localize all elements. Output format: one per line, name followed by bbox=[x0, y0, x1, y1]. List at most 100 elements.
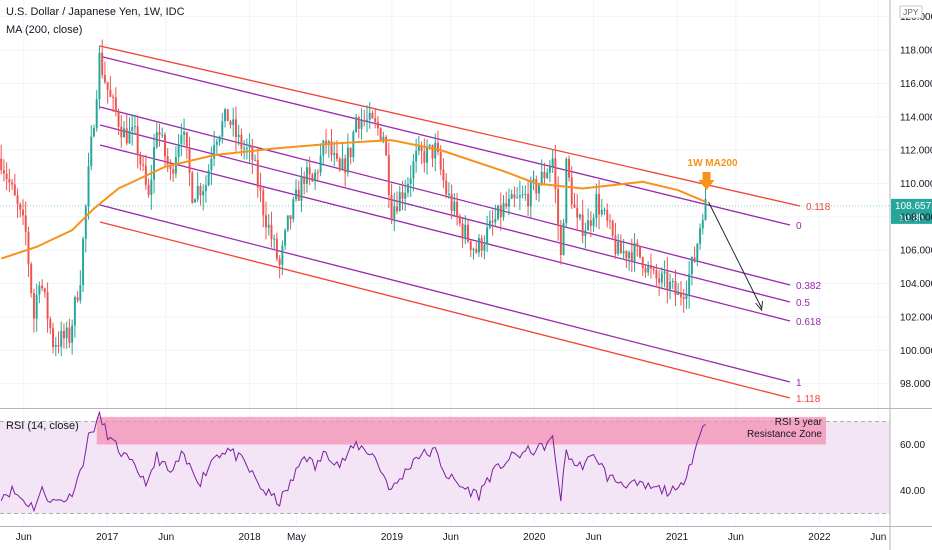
candle-body bbox=[366, 119, 368, 121]
candle-body bbox=[584, 230, 587, 236]
rsi-zone-label-line1: RSI 5 year bbox=[775, 417, 823, 428]
candle-body bbox=[371, 112, 374, 119]
candle-body bbox=[456, 201, 459, 217]
candle-body bbox=[330, 141, 333, 156]
candle-body bbox=[679, 292, 682, 298]
candle-body bbox=[576, 207, 579, 218]
candle-body bbox=[696, 243, 699, 262]
rsi-resistance-zone bbox=[96, 416, 827, 445]
candle-body bbox=[41, 285, 44, 289]
candle-body bbox=[139, 155, 142, 165]
candle-body bbox=[338, 158, 341, 171]
candle-body bbox=[333, 153, 336, 156]
candle-body bbox=[215, 141, 218, 145]
candle-body bbox=[497, 205, 500, 220]
candle-body bbox=[540, 171, 543, 186]
candle-body bbox=[704, 198, 707, 220]
candle-body bbox=[68, 327, 71, 343]
candle-body bbox=[335, 153, 338, 159]
candle-body bbox=[60, 330, 63, 347]
candle-body bbox=[103, 74, 106, 83]
candle-body bbox=[177, 143, 180, 158]
legend-title: U.S. Dollar / Japanese Yen, 1W, IDC bbox=[6, 6, 185, 18]
last-price-badge bbox=[891, 198, 932, 224]
candle-body bbox=[516, 197, 519, 199]
ma200-annotation-label: 1W MA200 bbox=[688, 158, 738, 169]
candle-body bbox=[117, 111, 120, 127]
candle-body bbox=[286, 215, 289, 231]
time-tick-label: May bbox=[287, 532, 306, 543]
candle-body bbox=[349, 147, 352, 158]
candle-body bbox=[502, 203, 505, 218]
ma200-line bbox=[0, 139, 706, 260]
candle-body bbox=[199, 186, 202, 196]
candle-body bbox=[546, 172, 549, 179]
candle-body bbox=[699, 228, 702, 244]
candle-body bbox=[701, 219, 704, 229]
candle-body bbox=[513, 194, 516, 199]
candle-body bbox=[150, 179, 153, 195]
candle-body bbox=[273, 238, 276, 240]
candle-body bbox=[109, 89, 112, 97]
candle-body bbox=[587, 220, 590, 231]
candle-body bbox=[163, 134, 166, 157]
candle-body bbox=[655, 270, 658, 279]
candle-body bbox=[355, 117, 358, 133]
candle-body bbox=[690, 257, 693, 275]
time-tick-label: 2021 bbox=[666, 532, 689, 543]
candle-body bbox=[382, 136, 385, 141]
candle-body bbox=[491, 220, 494, 223]
price-tick-label: 108.000 bbox=[900, 212, 932, 223]
channel-level-label: 0.618 bbox=[796, 317, 821, 328]
channel-line bbox=[99, 106, 791, 286]
candle-body bbox=[357, 117, 360, 129]
candle-body bbox=[628, 252, 631, 259]
candle-body bbox=[142, 164, 145, 166]
candle-body bbox=[256, 159, 259, 188]
candle-body bbox=[27, 231, 30, 265]
candle-body bbox=[663, 271, 666, 274]
candle-body bbox=[524, 193, 527, 195]
candle-body bbox=[297, 189, 300, 201]
candle-body bbox=[327, 141, 330, 144]
candle-body bbox=[101, 52, 104, 75]
candle-body bbox=[265, 215, 267, 228]
candle-body bbox=[13, 184, 16, 196]
price-tick-label: 118.000 bbox=[900, 46, 932, 57]
candle-body bbox=[494, 219, 497, 223]
candle-body bbox=[398, 192, 401, 212]
price-tick-label: 98.000 bbox=[900, 379, 931, 390]
candle-body bbox=[281, 245, 284, 265]
candle-body bbox=[521, 194, 524, 196]
candle-body bbox=[289, 215, 292, 220]
candle-body bbox=[62, 330, 65, 339]
candle-body bbox=[218, 136, 221, 142]
candle-body bbox=[488, 220, 491, 228]
candle-body bbox=[196, 186, 199, 200]
candle-body bbox=[565, 158, 568, 224]
candle-body bbox=[453, 201, 456, 211]
candle-body bbox=[379, 128, 382, 141]
candle-body bbox=[578, 214, 581, 218]
time-tick-label: 2020 bbox=[523, 532, 546, 543]
time-tick-label: 2017 bbox=[96, 532, 119, 543]
candle-body bbox=[458, 216, 461, 224]
candle-body bbox=[614, 235, 617, 254]
candle-body bbox=[464, 224, 467, 239]
price-tick-label: 114.000 bbox=[900, 112, 932, 123]
candle-body bbox=[570, 177, 573, 205]
candle-body bbox=[180, 135, 183, 144]
candle-body bbox=[387, 155, 390, 196]
candle-body bbox=[467, 224, 469, 242]
candle-body bbox=[207, 170, 210, 186]
candle-body bbox=[314, 172, 317, 182]
price-tick-label: 100.000 bbox=[900, 346, 932, 357]
candle-body bbox=[677, 292, 680, 295]
channel-level-label: 0.382 bbox=[796, 281, 821, 292]
candle-body bbox=[606, 209, 609, 221]
candle-body bbox=[652, 268, 655, 271]
candle-body bbox=[611, 220, 614, 236]
candle-body bbox=[472, 248, 475, 250]
candle-body bbox=[131, 126, 134, 131]
